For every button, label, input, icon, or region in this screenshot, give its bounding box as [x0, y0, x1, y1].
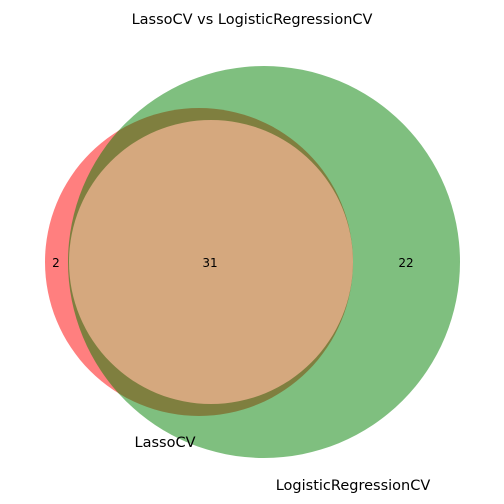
logisticregressioncv-set-label: LogisticRegressionCV [276, 478, 431, 494]
only-lassocv-count: 2 [52, 256, 60, 270]
only-logisticregressioncv-count: 22 [398, 256, 413, 270]
chart-title: LassoCV vs LogisticRegressionCV [132, 12, 373, 28]
lassocv-set-label: LassoCV [135, 435, 196, 451]
intersection-count: 31 [202, 256, 217, 270]
intersection-region [69, 120, 353, 404]
